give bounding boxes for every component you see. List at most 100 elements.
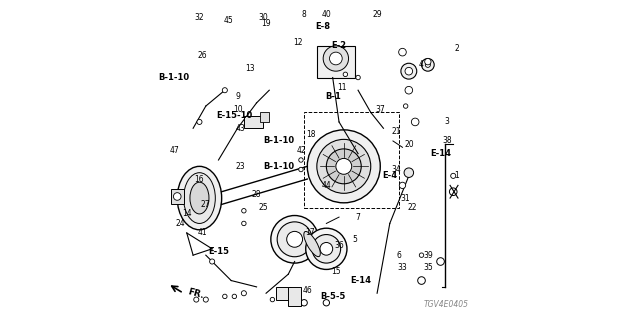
Circle shape xyxy=(343,72,348,76)
Circle shape xyxy=(399,182,406,188)
Circle shape xyxy=(356,75,360,80)
Text: 37: 37 xyxy=(376,105,385,114)
Text: 9: 9 xyxy=(235,92,240,101)
Circle shape xyxy=(287,231,303,247)
Circle shape xyxy=(323,300,330,306)
Text: B-1-10: B-1-10 xyxy=(159,73,189,82)
Text: 26: 26 xyxy=(198,51,207,60)
Text: E-14: E-14 xyxy=(430,149,451,158)
Text: 43: 43 xyxy=(236,124,246,133)
Circle shape xyxy=(404,168,413,178)
Circle shape xyxy=(306,228,347,269)
Circle shape xyxy=(418,277,426,284)
Circle shape xyxy=(223,294,227,299)
Text: E-2: E-2 xyxy=(332,41,347,50)
Circle shape xyxy=(419,253,424,257)
Circle shape xyxy=(401,63,417,79)
Circle shape xyxy=(399,48,406,56)
Text: 44: 44 xyxy=(321,181,332,190)
Text: 47: 47 xyxy=(169,146,179,155)
Bar xyxy=(171,188,184,204)
Text: 7: 7 xyxy=(356,212,360,222)
Text: 27: 27 xyxy=(201,200,211,209)
Text: 23: 23 xyxy=(236,162,246,171)
Ellipse shape xyxy=(190,182,209,214)
Text: 18: 18 xyxy=(306,130,316,139)
Bar xyxy=(276,287,291,300)
Ellipse shape xyxy=(304,231,320,257)
Text: 14: 14 xyxy=(182,209,191,219)
Circle shape xyxy=(451,173,456,178)
Text: E-15-10: E-15-10 xyxy=(216,111,252,120)
Bar xyxy=(288,287,301,306)
Text: 16: 16 xyxy=(195,174,204,184)
Text: 21: 21 xyxy=(392,127,401,136)
Text: 24: 24 xyxy=(175,219,185,228)
Text: 31: 31 xyxy=(401,194,410,203)
Text: 36: 36 xyxy=(334,241,344,250)
Circle shape xyxy=(222,88,227,93)
Circle shape xyxy=(422,59,434,71)
Circle shape xyxy=(405,86,413,94)
Text: TGV4E0405: TGV4E0405 xyxy=(424,300,469,309)
Text: 34: 34 xyxy=(391,165,401,174)
Circle shape xyxy=(299,158,303,162)
Text: 8: 8 xyxy=(302,10,307,19)
Circle shape xyxy=(173,193,181,200)
Circle shape xyxy=(241,291,246,296)
Text: 45: 45 xyxy=(223,16,233,25)
Circle shape xyxy=(242,221,246,226)
Text: 25: 25 xyxy=(258,203,268,212)
Text: B-1-10: B-1-10 xyxy=(263,136,294,146)
Text: 30: 30 xyxy=(258,13,268,22)
Text: 10: 10 xyxy=(233,105,243,114)
Circle shape xyxy=(232,294,237,299)
Text: 3: 3 xyxy=(444,117,449,126)
Circle shape xyxy=(330,52,342,65)
Bar xyxy=(317,46,355,77)
Circle shape xyxy=(436,258,444,265)
Circle shape xyxy=(301,300,307,306)
Ellipse shape xyxy=(184,173,215,223)
Circle shape xyxy=(271,215,319,263)
Ellipse shape xyxy=(177,166,221,230)
Circle shape xyxy=(425,59,431,65)
Text: 29: 29 xyxy=(372,10,382,19)
Circle shape xyxy=(277,222,312,257)
Text: 17: 17 xyxy=(306,228,316,237)
Circle shape xyxy=(320,243,333,255)
Text: 15: 15 xyxy=(331,267,340,276)
Circle shape xyxy=(210,259,214,264)
Text: 11: 11 xyxy=(337,83,347,92)
Text: 40: 40 xyxy=(321,10,332,19)
Text: 2: 2 xyxy=(454,44,459,53)
Text: 1: 1 xyxy=(454,172,459,180)
Text: E-4: E-4 xyxy=(382,172,397,180)
Text: 32: 32 xyxy=(195,13,204,22)
Text: 19: 19 xyxy=(261,19,271,28)
Text: B-5-5: B-5-5 xyxy=(320,292,346,301)
Circle shape xyxy=(307,130,380,203)
Text: 41: 41 xyxy=(198,228,207,237)
Text: 35: 35 xyxy=(423,263,433,272)
Text: E-15: E-15 xyxy=(208,247,229,257)
Text: 13: 13 xyxy=(245,63,255,73)
Text: 39: 39 xyxy=(423,251,433,260)
Text: 46: 46 xyxy=(303,285,312,295)
Circle shape xyxy=(326,149,361,184)
Text: 4: 4 xyxy=(419,60,424,69)
Circle shape xyxy=(412,118,419,126)
Circle shape xyxy=(317,140,371,193)
Circle shape xyxy=(336,158,352,174)
Bar xyxy=(244,116,263,128)
Circle shape xyxy=(426,62,430,68)
Bar xyxy=(260,112,269,122)
Circle shape xyxy=(323,46,349,71)
Text: 28: 28 xyxy=(252,190,261,199)
Text: 6: 6 xyxy=(397,251,402,260)
Circle shape xyxy=(242,209,246,213)
Circle shape xyxy=(270,297,275,302)
Text: 38: 38 xyxy=(442,136,452,146)
Text: 12: 12 xyxy=(293,38,303,47)
Circle shape xyxy=(405,68,413,75)
